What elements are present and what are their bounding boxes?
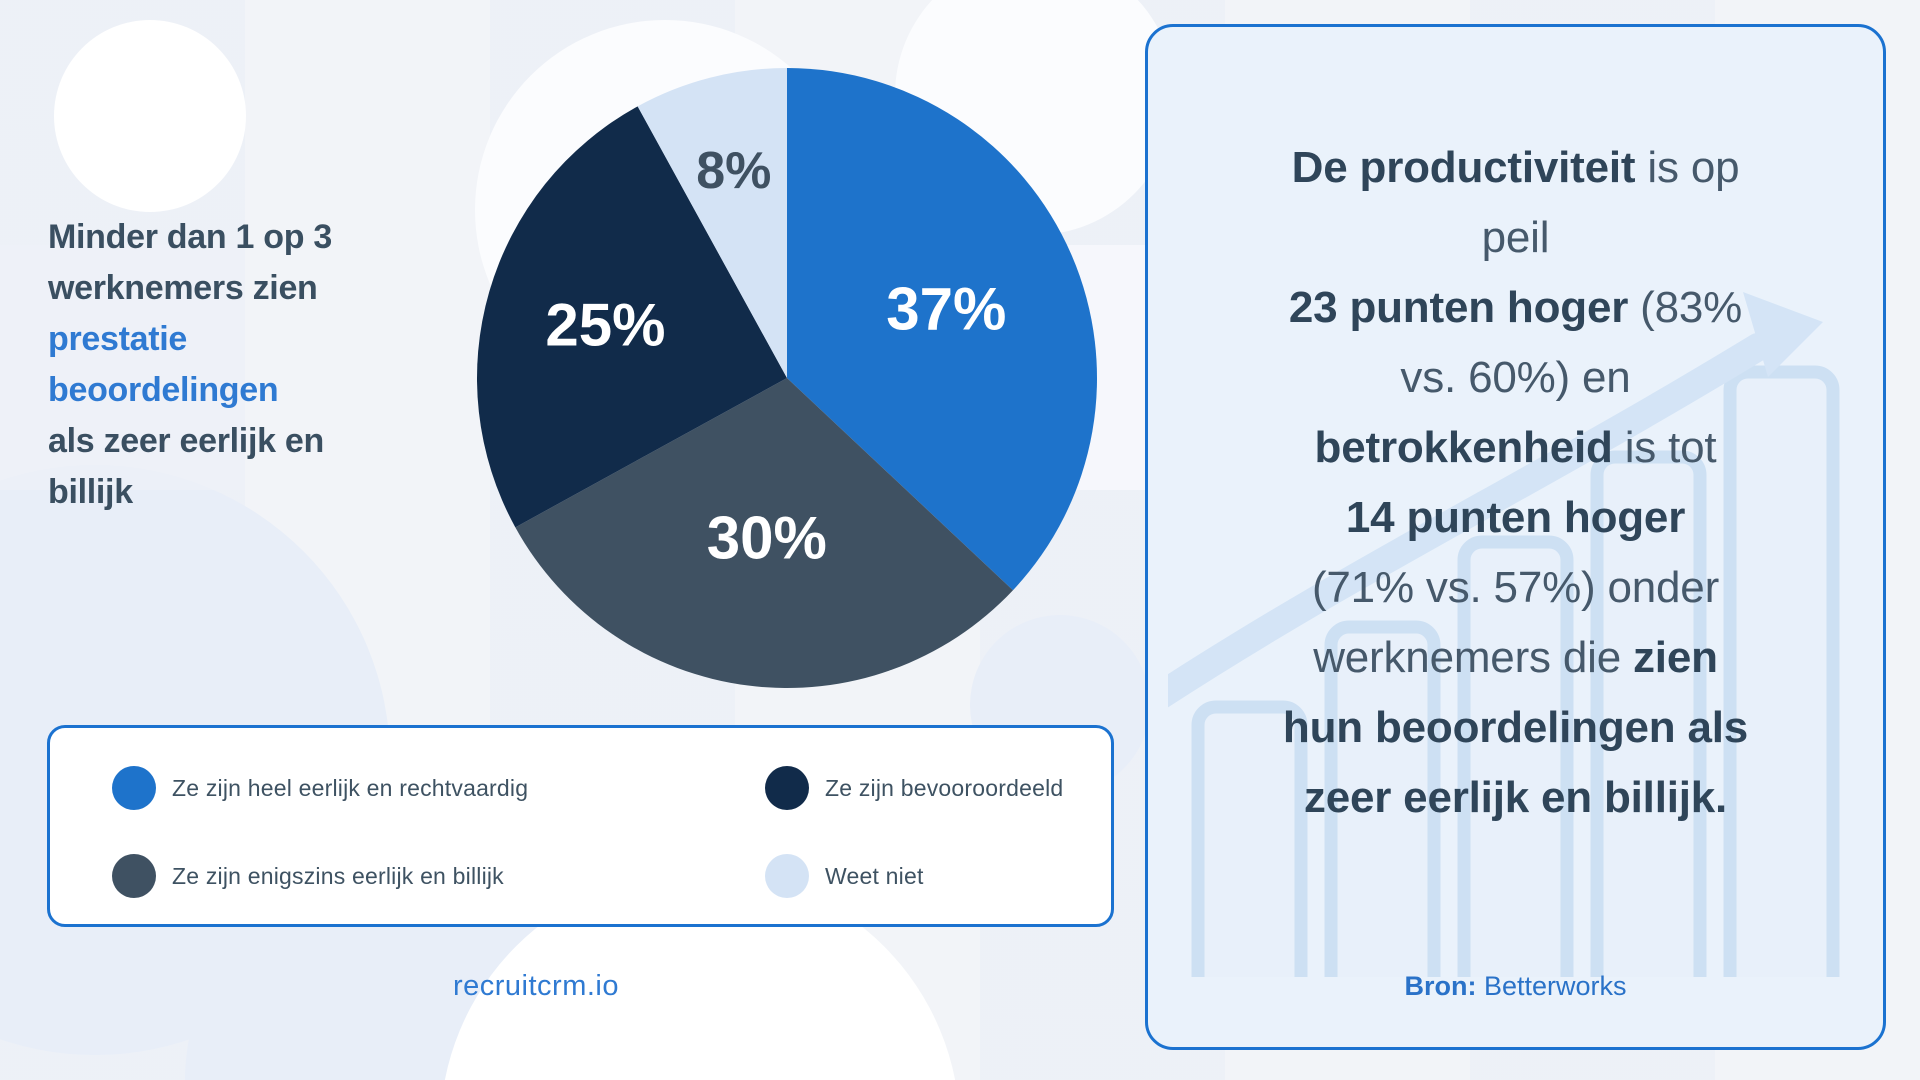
- headline-segment: billijk: [48, 473, 133, 511]
- insight-text: De productiviteit is op peil 23 punten hog…: [1148, 133, 1883, 833]
- headline-segment: Minder dan 1 op 3: [48, 218, 332, 256]
- pie-slice: [515, 378, 1013, 689]
- legend-swatch: [112, 854, 156, 898]
- page-title: Minder dan 1 op 3 werknemers zien prestati…: [48, 212, 448, 518]
- legend-item: Ze zijn heel eerlijk en rechtvaardig: [112, 766, 765, 810]
- insight-segment: (71% vs. 57%) onder: [1311, 563, 1720, 612]
- headline-segment: werknemers zien: [48, 269, 318, 307]
- legend-swatch: [112, 766, 156, 810]
- legend-item: Ze zijn bevooroordeeld: [765, 766, 1101, 810]
- bg-shape-tile: [0, 245, 245, 490]
- source-name: Betterworks: [1476, 971, 1627, 1001]
- pie-slice: [637, 68, 787, 378]
- legend-item: Weet niet: [765, 854, 1101, 898]
- bg-shape-circle: [54, 20, 246, 212]
- legend-label: Ze zijn bevooroordeeld: [825, 774, 1064, 801]
- source-attribution: Bron: Betterworks: [1148, 971, 1883, 1002]
- headline-segment: prestatie: [48, 320, 188, 358]
- pie-slice-label: 30%: [707, 504, 827, 571]
- insight-segment: is tot: [1612, 423, 1717, 472]
- website-link[interactable]: recruitcrm.io: [452, 970, 619, 1002]
- headline-segment: als zeer eerlijk en: [48, 422, 324, 460]
- insight-segment: zien: [1633, 633, 1718, 682]
- headline-segment: beoordelingen: [48, 371, 279, 409]
- insight-segment: vs. 60%) en: [1400, 353, 1631, 402]
- growth-chart-watermark: [1168, 292, 1840, 977]
- insight-segment: 23 punten hoger: [1288, 283, 1629, 332]
- insight-segment: (83%: [1628, 283, 1743, 332]
- insight-segment: hun beoordelingen als: [1282, 703, 1749, 752]
- legend-label: Ze zijn enigszins eerlijk en billijk: [172, 862, 504, 889]
- pie-slice: [476, 106, 787, 528]
- insight-segment: peil: [1481, 213, 1550, 262]
- insight-segment: zeer eerlijk en billijk.: [1303, 773, 1728, 822]
- pie-chart-svg: 37% 30% 25% 8%: [476, 68, 1097, 689]
- source-label: Bron:: [1404, 971, 1477, 1001]
- legend-swatch: [765, 766, 809, 810]
- insight-segment: is op: [1635, 143, 1740, 192]
- insight-segment: werknemers die: [1313, 633, 1633, 682]
- chart-legend: Ze zijn heel eerlijk en rechtvaardig Ze z…: [47, 725, 1114, 927]
- pie-slice-label: 25%: [545, 292, 665, 359]
- insight-segment: 14 punten hoger: [1345, 493, 1686, 542]
- insight-card: De productiviteit is op peil 23 punten hog…: [1145, 24, 1886, 1050]
- insight-segment: De productiviteit: [1291, 143, 1636, 192]
- legend-swatch: [765, 854, 809, 898]
- pie-slice: [787, 68, 1097, 591]
- pie-slice-label: 37%: [886, 276, 1006, 343]
- legend-item: Ze zijn enigszins eerlijk en billijk: [112, 854, 765, 898]
- legend-label: Ze zijn heel eerlijk en rechtvaardig: [172, 774, 529, 801]
- legend-label: Weet niet: [825, 862, 924, 889]
- pie-chart: 37% 30% 25% 8%: [476, 67, 1098, 689]
- insight-segment: betrokkenheid: [1314, 423, 1613, 472]
- pie-slice-label: 8%: [696, 142, 771, 200]
